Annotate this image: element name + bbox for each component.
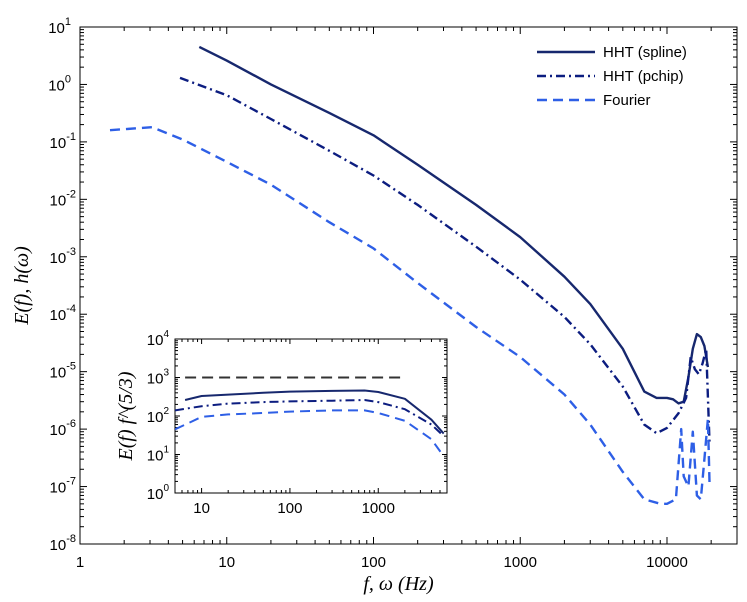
main-y-tick-label: 10-3: [50, 246, 76, 267]
legend-label: HHT (spline): [603, 44, 687, 61]
main-y-tick-label: 100: [48, 73, 71, 94]
inset-y-tick-label: 100: [147, 483, 170, 503]
main-y-tick-label: 10-1: [50, 131, 76, 152]
legend-label: Fourier: [603, 92, 651, 109]
inset-y-tick-label: 103: [147, 368, 170, 388]
inset-y-tick-label: 101: [147, 445, 170, 465]
main-series-fourier: [109, 126, 711, 505]
legend-label: HHT (pchip): [603, 68, 684, 85]
main-y-tick-label: 10-7: [50, 476, 76, 497]
inset-x-tick-label: 1000: [362, 500, 395, 517]
legend: HHT (spline) HHT (pchip) Fourier: [537, 44, 687, 109]
main-x-tick-label: 1000: [504, 554, 537, 571]
inset-series-hht-spline: [184, 389, 445, 435]
inset-plot: 10 100 1000 100 101 102 103 104 E(f) f^(5/3): [105, 327, 455, 519]
inset-x-tick-label: 10: [193, 500, 210, 517]
inset-series-fourier: [175, 409, 445, 457]
main-x-tick-label: 100: [361, 554, 386, 571]
main-y-tick-label: 10-8: [50, 533, 76, 554]
inset-series-hht-pchip: [175, 399, 445, 437]
main-y-tick-label: 10-2: [50, 188, 76, 209]
main-series-hht-spline: [198, 45, 710, 405]
inset-y-tick-label: 102: [147, 406, 170, 426]
inset-frame: [174, 338, 448, 494]
main-x-tick-label: 1: [76, 554, 84, 571]
inset-y-tick-label: 104: [147, 329, 170, 349]
main-y-tick-label: 10-6: [50, 418, 76, 439]
inset-y-axis-label: E(f) f^(5/3): [115, 371, 137, 461]
main-series-hht-pchip: [179, 76, 711, 442]
main-y-tick-label: 10-4: [50, 303, 76, 324]
main-x-tick-label: 10000: [646, 554, 688, 571]
main-y-tick-label: 101: [48, 16, 71, 37]
inset-x-tick-label: 100: [277, 500, 302, 517]
x-axis-label: f, ω (Hz): [363, 573, 434, 595]
y-axis-label: E(f), h(ω): [11, 246, 33, 326]
main-y-tick-label: 10-5: [50, 361, 76, 382]
main-x-tick-label: 10: [218, 554, 235, 571]
